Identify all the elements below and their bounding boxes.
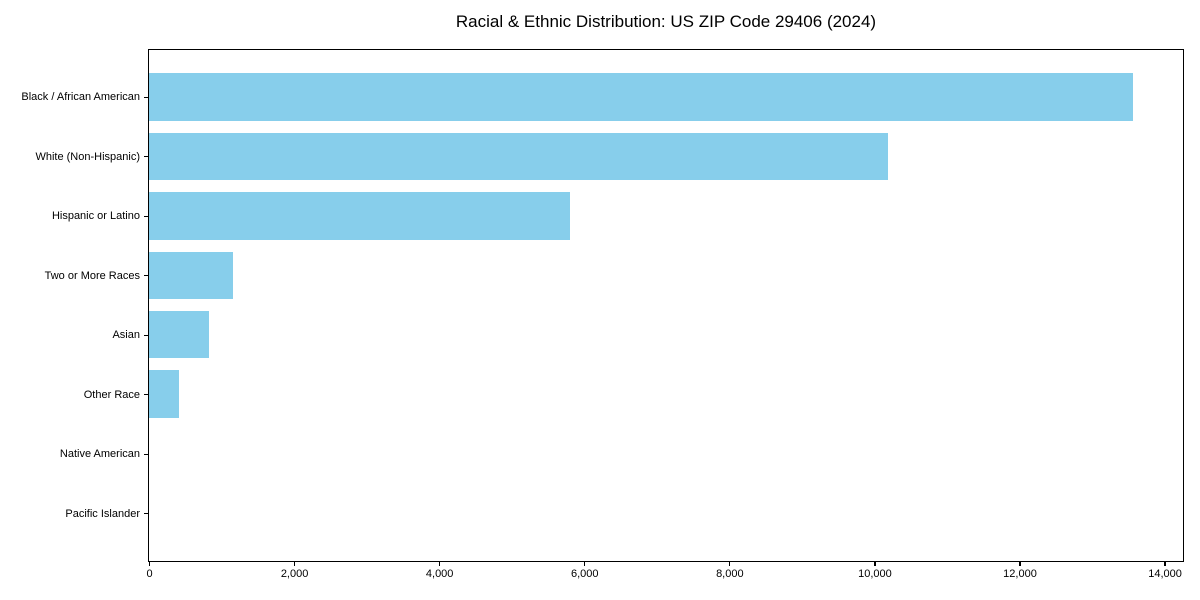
y-axis-label-hispanic-or-latino: Hispanic or Latino bbox=[51, 210, 140, 223]
y-axis-label-native-american: Native American bbox=[59, 448, 140, 461]
bar-white-non-hispanic bbox=[149, 132, 889, 181]
y-axis-tick bbox=[144, 156, 149, 158]
x-axis-tick bbox=[1164, 562, 1166, 566]
x-axis-tick bbox=[584, 562, 586, 566]
x-axis-tick-label: 10,000 bbox=[858, 568, 892, 580]
chart-title: Racial & Ethnic Distribution: US ZIP Cod… bbox=[455, 12, 877, 31]
bar-other-race bbox=[149, 370, 180, 418]
x-axis-tick bbox=[729, 562, 731, 566]
bar-two-or-more-races bbox=[149, 251, 234, 300]
y-axis-label-asian: Asian bbox=[112, 329, 140, 342]
y-axis-tick bbox=[144, 334, 149, 336]
y-axis-label-two-or-more-races: Two or More Races bbox=[44, 269, 140, 282]
bar-hispanic-or-latino bbox=[149, 192, 571, 240]
bar-asian bbox=[149, 310, 209, 359]
x-axis-tick bbox=[293, 562, 296, 566]
x-axis-tick bbox=[148, 562, 151, 566]
x-axis-tick bbox=[1019, 562, 1021, 566]
y-axis-label-pacific-islander: Pacific Islander bbox=[65, 507, 140, 520]
y-axis-tick bbox=[144, 275, 149, 277]
y-axis-tick bbox=[144, 394, 149, 396]
y-axis-tick bbox=[144, 453, 149, 455]
y-axis-tick bbox=[144, 512, 149, 515]
x-axis-tick-label: 12,000 bbox=[1003, 568, 1037, 580]
plot-area bbox=[148, 49, 1184, 562]
x-axis-tick bbox=[874, 562, 876, 566]
y-axis-tick bbox=[144, 215, 149, 217]
x-axis-tick bbox=[439, 562, 441, 566]
x-axis-tick-label: 14,000 bbox=[1148, 568, 1182, 580]
x-axis-tick-label: 6,000 bbox=[570, 568, 599, 580]
y-axis-label-white-non-hispanic: White (Non-Hispanic) bbox=[35, 150, 140, 163]
x-axis-tick-label: 0 bbox=[146, 568, 153, 580]
y-axis-tick bbox=[144, 96, 149, 99]
bar-black-african-american bbox=[149, 73, 1134, 121]
y-axis-label-black-african-american: Black / African American bbox=[21, 91, 140, 104]
x-axis-tick-label: 2,000 bbox=[280, 568, 309, 580]
x-axis-tick-label: 8,000 bbox=[716, 568, 744, 580]
y-axis-label-other-race: Other Race bbox=[83, 388, 140, 401]
x-axis-tick-label: 4,000 bbox=[425, 568, 454, 580]
